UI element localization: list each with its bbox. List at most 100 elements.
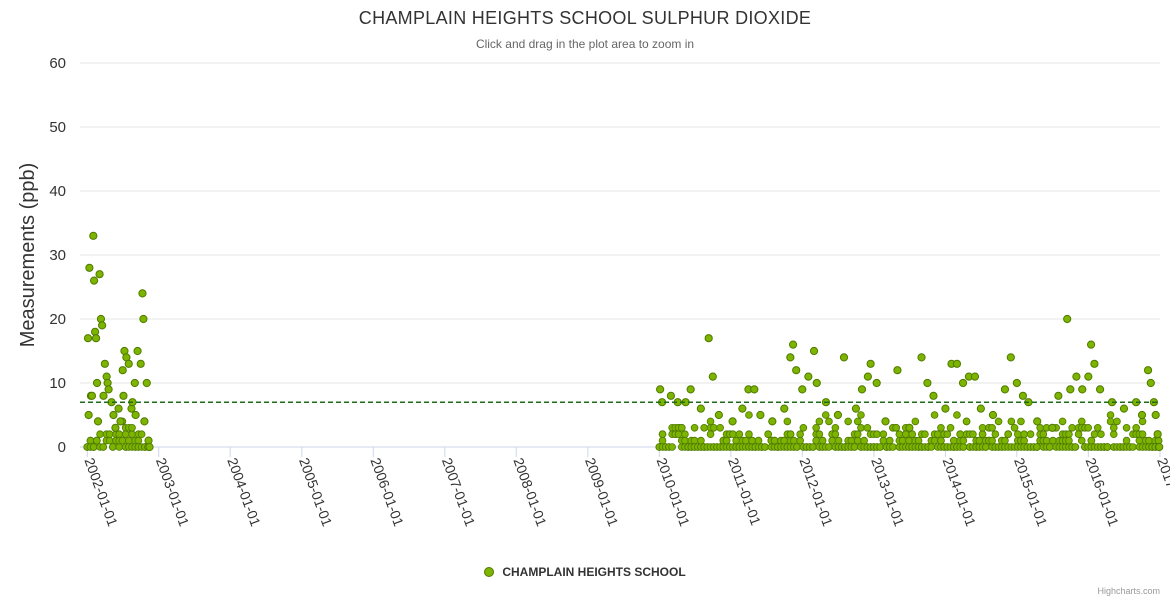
data-point <box>124 359 133 368</box>
low-value-point <box>745 430 753 439</box>
low-value-point <box>700 423 708 432</box>
low-value-point <box>818 436 827 445</box>
credits-link[interactable]: Highcharts.com <box>1097 586 1160 596</box>
low-value-point <box>1097 430 1105 439</box>
low-value-point <box>1122 436 1131 445</box>
low-value-point <box>876 443 884 451</box>
low-value-point <box>780 436 788 445</box>
x-tick-label: 2009-01-01 <box>582 456 622 529</box>
low-value-point <box>1084 423 1092 432</box>
data-points <box>83 231 1164 452</box>
data-point <box>1012 378 1021 388</box>
data-point <box>118 366 127 375</box>
low-value-point <box>1132 423 1140 432</box>
low-value-point <box>1113 417 1121 426</box>
low-value-point <box>844 417 852 426</box>
low-value-point <box>853 430 862 439</box>
data-point <box>988 410 998 420</box>
low-value-point <box>105 430 114 439</box>
x-tick-label: 2017-01-01 <box>1154 456 1170 529</box>
data-point <box>92 378 102 388</box>
chart-title: CHAMPLAIN HEIGHTS SCHOOL SULPHUR DIOXIDE <box>358 8 812 28</box>
low-value-point <box>978 430 987 439</box>
data-point <box>976 404 985 413</box>
low-value-point <box>786 430 795 439</box>
low-value-point <box>937 436 945 445</box>
x-tick-label: 2015-01-01 <box>1011 456 1051 529</box>
low-value-point <box>873 430 881 439</box>
data-point <box>1086 340 1096 349</box>
x-tick-label: 2011-01-01 <box>725 456 764 528</box>
data-point <box>833 410 843 420</box>
low-value-point <box>1106 411 1115 419</box>
y-tick-label: 0 <box>58 439 66 456</box>
data-point <box>809 346 819 356</box>
y-tick-label: 10 <box>49 375 66 392</box>
low-value-point <box>706 430 715 439</box>
low-value-point <box>847 436 856 445</box>
y-tick-label: 50 <box>49 119 66 136</box>
low-value-point <box>863 423 872 432</box>
low-value-point <box>709 423 718 432</box>
data-point <box>812 378 821 388</box>
data-point <box>893 366 902 375</box>
low-value-point <box>857 423 865 432</box>
low-value-point <box>988 423 996 432</box>
low-value-point <box>1135 436 1144 445</box>
low-value-point <box>748 436 756 445</box>
data-point <box>1063 314 1072 324</box>
data-point <box>93 417 103 426</box>
data-point <box>104 385 113 394</box>
data-point <box>952 359 962 368</box>
low-value-point <box>1049 436 1057 445</box>
low-value-point <box>128 423 136 432</box>
low-value-point <box>697 436 705 445</box>
data-point <box>98 321 107 330</box>
low-value-point <box>994 417 1003 426</box>
low-value-point <box>1129 443 1137 451</box>
data-point <box>863 372 872 381</box>
data-point <box>905 423 914 432</box>
data-point <box>1095 385 1105 394</box>
low-value-point <box>949 436 958 445</box>
data-point <box>133 346 142 356</box>
data-point <box>140 417 149 426</box>
low-value-point <box>946 423 955 432</box>
low-value-point <box>914 436 923 445</box>
data-point <box>84 410 93 420</box>
data-point <box>728 417 737 426</box>
low-value-point <box>834 436 843 445</box>
data-point <box>1066 385 1075 394</box>
data-point <box>139 314 148 324</box>
x-tick-label: 2014-01-01 <box>940 456 980 529</box>
low-value-point <box>1026 430 1035 439</box>
low-value-point <box>831 423 840 432</box>
x-tick-label: 2016-01-01 <box>1083 456 1123 529</box>
low-value-point <box>921 430 929 439</box>
low-value-point <box>677 423 686 432</box>
low-value-point <box>658 430 667 439</box>
data-point <box>788 340 798 349</box>
data-point <box>756 410 765 420</box>
low-value-point <box>96 430 104 439</box>
low-value-point <box>815 417 824 426</box>
low-value-point <box>959 443 968 451</box>
low-value-point <box>690 423 699 432</box>
low-value-point <box>1138 430 1147 439</box>
data-point <box>99 391 108 400</box>
low-value-point <box>674 430 683 439</box>
low-value-point <box>953 411 961 419</box>
low-value-point <box>137 430 146 439</box>
low-value-point <box>1058 417 1067 426</box>
data-point <box>768 417 777 426</box>
low-value-point <box>901 430 910 439</box>
data-point <box>714 410 723 420</box>
low-value-point <box>1122 423 1131 432</box>
low-value-point <box>812 423 820 432</box>
x-tick-label: 2010-01-01 <box>654 456 694 529</box>
low-value-point <box>821 411 830 419</box>
legend-item[interactable]: CHAMPLAIN HEIGHTS SCHOOL <box>0 565 1170 579</box>
data-point <box>929 391 938 400</box>
low-value-point <box>933 430 942 439</box>
